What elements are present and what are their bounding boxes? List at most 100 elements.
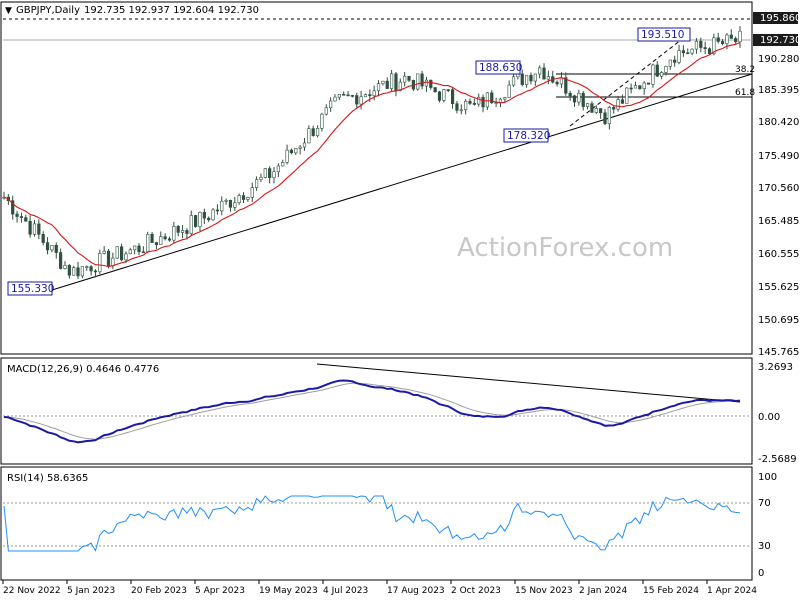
candle-body	[189, 215, 193, 234]
candle-body	[28, 220, 32, 235]
candle-body	[673, 59, 677, 63]
candle-body	[63, 265, 67, 269]
candle-body	[19, 216, 24, 218]
price-tick-185395: 185.395	[758, 85, 799, 96]
candle-body	[124, 253, 128, 261]
candle-body	[529, 74, 533, 82]
candle-body	[599, 108, 603, 114]
candle-body	[472, 103, 476, 105]
candle-body	[141, 251, 145, 254]
candle-body	[577, 92, 581, 103]
candle-body	[642, 82, 646, 89]
x-axis-label: 17 Aug 2023	[387, 586, 445, 596]
candle-body	[381, 80, 385, 84]
candle-body	[668, 59, 672, 67]
x-axis-label: 15 Feb 2024	[643, 586, 699, 596]
price-tick-175490: 175.490	[758, 151, 799, 162]
candle-body	[89, 266, 93, 272]
macd-trendline	[316, 363, 741, 403]
rsi-tick-0: 0	[758, 568, 764, 579]
candle-body	[712, 37, 716, 54]
candle-body	[15, 213, 19, 217]
candle-body	[11, 200, 15, 215]
candle-body	[503, 97, 507, 100]
candle-body	[220, 200, 224, 212]
macd-header: MACD(12,26,9) 0.4646 0.4776	[7, 364, 159, 375]
candle-body	[176, 226, 180, 233]
candle-body	[159, 236, 163, 245]
candle-body	[337, 94, 341, 98]
candle-body	[625, 87, 629, 104]
candle-body	[481, 97, 485, 108]
candle-body	[111, 257, 115, 267]
rsi-tick-100: 100	[758, 472, 777, 483]
channel-dash-line	[569, 32, 691, 127]
x-axis-label: 5 Jan 2023	[67, 586, 115, 596]
candle-body	[250, 187, 254, 198]
candle-body	[424, 79, 429, 87]
x-axis-label: 15 Nov 2023	[515, 586, 573, 596]
candle-body	[450, 89, 455, 105]
candle-body	[333, 96, 337, 102]
candle-body	[263, 168, 267, 178]
candle-body	[620, 99, 625, 104]
candle-body	[272, 171, 276, 179]
candle-body	[311, 128, 315, 136]
candle-body	[98, 252, 102, 273]
candle-body	[498, 98, 503, 103]
candle-body	[477, 97, 481, 105]
candle-body	[241, 195, 246, 200]
svg-text:178.320: 178.320	[507, 130, 550, 142]
candle-body	[433, 87, 437, 93]
macd-tick-top: 3.2693	[758, 362, 793, 373]
candle-body	[464, 100, 468, 111]
candle-body	[442, 89, 446, 101]
tag-178320: 178.320	[503, 128, 550, 143]
candle-body	[707, 48, 712, 54]
last-price-label: 192.730	[760, 35, 800, 46]
collapse-icon[interactable]: ▼	[5, 6, 12, 16]
candle-body	[559, 77, 564, 85]
candle-body	[389, 73, 394, 89]
candle-body	[320, 113, 324, 129]
candle-body	[638, 85, 642, 89]
candle-body	[542, 67, 546, 80]
svg-text:188.630: 188.630	[479, 62, 522, 74]
macd-tick-bottom: -2.5689	[758, 454, 797, 465]
price-panel-frame	[0, 1, 753, 355]
candle-body	[329, 100, 333, 109]
fib-38-label: 38.2	[735, 65, 755, 75]
candle-body	[146, 233, 150, 253]
candle-body	[54, 244, 58, 253]
candle-body	[394, 73, 398, 91]
tag-193510: 193.510	[637, 27, 691, 42]
price-tick-150695: 150.695	[758, 315, 799, 326]
candle-body	[681, 50, 685, 54]
rsi-header: RSI(14) 58.6365	[7, 473, 88, 484]
candle-body	[594, 108, 598, 113]
candle-body	[359, 96, 363, 105]
price-tick-170560: 170.560	[758, 183, 799, 194]
price-tick-180420: 180.420	[758, 117, 799, 128]
candle-body	[686, 52, 690, 55]
candle-body	[355, 95, 359, 105]
candle-body	[102, 250, 106, 254]
candle-body	[368, 94, 372, 97]
candle-body	[254, 179, 259, 188]
candle-body	[629, 87, 633, 90]
candle-body	[538, 67, 542, 75]
candle-body	[455, 103, 459, 111]
x-axis-label: 20 Feb 2023	[131, 586, 187, 596]
candles-group	[2, 26, 742, 280]
candle-body	[520, 73, 524, 85]
rsi-line	[3, 495, 741, 552]
candle-body	[289, 149, 294, 154]
candle-body	[59, 252, 63, 269]
price-tick-160555: 160.555	[758, 249, 799, 260]
candle-body	[585, 103, 590, 107]
candle-body	[80, 266, 84, 277]
candle-body	[150, 233, 154, 243]
candle-body	[133, 245, 137, 251]
